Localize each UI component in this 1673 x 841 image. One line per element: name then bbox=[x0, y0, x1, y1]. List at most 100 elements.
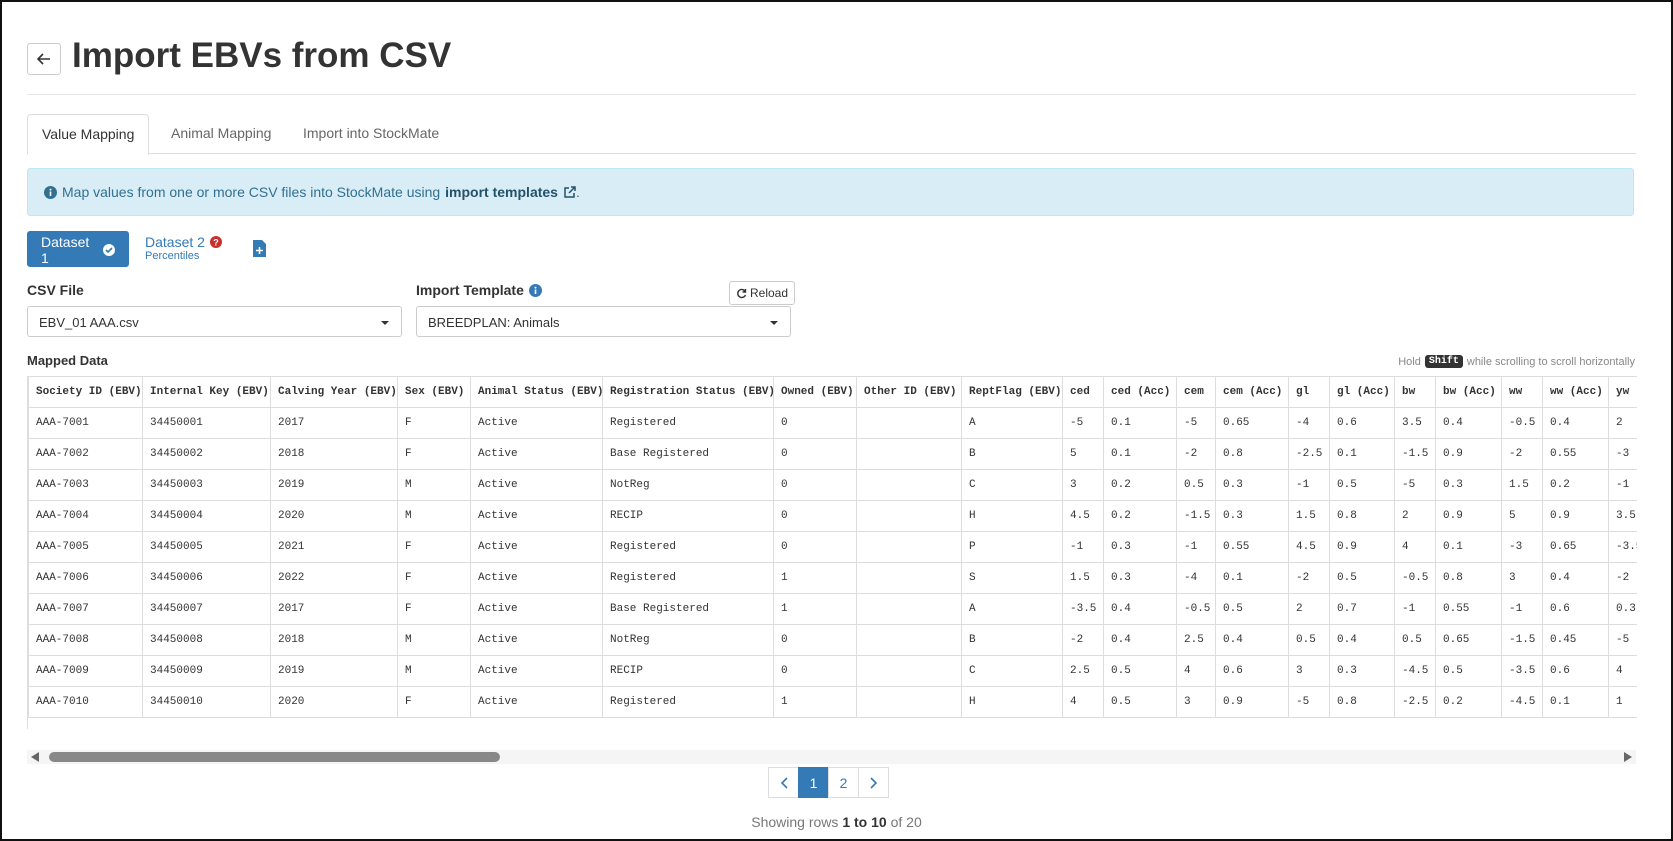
table-cell: 0.1 bbox=[1103, 407, 1177, 439]
status-total: 20 bbox=[906, 814, 922, 830]
table-row: AAA-7005 34450005 2021 F Active Registered 0 P -… bbox=[28, 531, 1637, 563]
page-button[interactable]: 2 bbox=[828, 767, 859, 798]
table-cell: 0 bbox=[773, 469, 857, 501]
table-cell: Base Registered bbox=[602, 438, 774, 470]
table-cell: F bbox=[397, 438, 471, 470]
table-cell: 2020 bbox=[270, 500, 398, 532]
table-cell: M bbox=[397, 469, 471, 501]
column-header: Animal Status (EBV) bbox=[470, 376, 603, 408]
table-cell: 3 bbox=[1501, 562, 1543, 594]
pagination: 1 2 bbox=[768, 767, 889, 798]
table-cell: 1 bbox=[773, 593, 857, 625]
back-button[interactable] bbox=[27, 43, 61, 75]
table-cell: 34450002 bbox=[142, 438, 271, 470]
column-header: Other ID (EBV) bbox=[856, 376, 962, 408]
column-header: Owned (EBV) bbox=[773, 376, 857, 408]
dataset-name: Dataset 1 bbox=[41, 234, 90, 266]
info-icon bbox=[528, 283, 542, 297]
table-cell: M bbox=[397, 624, 471, 656]
table-cell: AAA-7009 bbox=[28, 655, 143, 687]
csv-file-select[interactable]: EBV_01 AAA.csv bbox=[27, 306, 402, 337]
next-page[interactable] bbox=[858, 767, 889, 798]
table-cell: 2.5 bbox=[1176, 624, 1216, 656]
table-cell: -2 bbox=[1062, 624, 1104, 656]
table-cell: 1 bbox=[773, 562, 857, 594]
info-text: Map values from one or more CSV files in… bbox=[62, 184, 441, 200]
table-cell bbox=[856, 624, 962, 656]
column-header: ww (Acc) bbox=[1542, 376, 1609, 408]
dataset-pill[interactable]: Dataset 2? Percentiles bbox=[131, 231, 236, 267]
table-cell: 0.5 bbox=[1329, 562, 1395, 594]
back-icon bbox=[37, 53, 50, 65]
table-cell: -4 bbox=[1176, 562, 1216, 594]
scroll-right[interactable] bbox=[1624, 752, 1632, 762]
table-cell: AAA-7001 bbox=[28, 407, 143, 439]
table-cell: S bbox=[961, 562, 1063, 594]
table-cell: 0.3 bbox=[1435, 469, 1502, 501]
column-header: ced bbox=[1062, 376, 1104, 408]
tab[interactable]: Value Mapping bbox=[27, 114, 150, 155]
table-cell bbox=[856, 531, 962, 563]
column-header: Registration Status (EBV) bbox=[602, 376, 774, 408]
reload-icon bbox=[737, 288, 747, 298]
scroll-hint: Hold Shift while scrolling to scroll horiz… bbox=[1398, 355, 1635, 368]
data-table: Society ID (EBV) Internal Key (EBV) Calvin… bbox=[28, 376, 1637, 718]
dataset-pill[interactable]: Dataset 1 Animals bbox=[27, 231, 129, 278]
section-title: Mapped Data bbox=[27, 353, 108, 368]
table-cell: 0.6 bbox=[1542, 655, 1609, 687]
table-cell: 0.5 bbox=[1103, 655, 1177, 687]
table-cell: 0.5 bbox=[1435, 655, 1502, 687]
dataset-sub: Animals bbox=[41, 266, 81, 278]
tab[interactable]: Animal Mapping bbox=[171, 125, 272, 141]
tab[interactable]: Import into StockMate bbox=[303, 125, 440, 141]
table-cell: 0 bbox=[773, 407, 857, 439]
table-cell: -2.5 bbox=[1394, 686, 1436, 718]
table-row: AAA-7006 34450006 2022 F Active Registered 1 S 1… bbox=[28, 562, 1637, 594]
scroll-left[interactable] bbox=[31, 752, 39, 762]
table-cell: Active bbox=[470, 562, 603, 594]
scrollbar bbox=[27, 750, 1636, 764]
table-cell: Active bbox=[470, 624, 603, 656]
column-header: bw bbox=[1394, 376, 1436, 408]
reload-button[interactable]: Reload bbox=[729, 281, 796, 305]
table-row: AAA-7003 34450003 2019 M Active NotReg 0 C 3 0.2 0… bbox=[28, 469, 1637, 501]
table-cell: 0.4 bbox=[1103, 593, 1177, 625]
column-header: ced (Acc) bbox=[1103, 376, 1177, 408]
page-button[interactable]: 1 bbox=[798, 767, 829, 798]
table-row: AAA-7009 34450009 2019 M Active RECIP 0 C 2.5 0.5… bbox=[28, 655, 1637, 687]
info-link[interactable]: import templates bbox=[445, 184, 558, 200]
template-select[interactable]: BREEDPLAN: Animals bbox=[416, 306, 791, 337]
hint-key: Shift bbox=[1424, 355, 1463, 368]
table-cell: RECIP bbox=[602, 655, 774, 687]
table-cell: 0 bbox=[773, 531, 857, 563]
table-cell: AAA-7008 bbox=[28, 624, 143, 656]
table-cell: 2018 bbox=[270, 624, 398, 656]
column-header: Internal Key (EBV) bbox=[142, 376, 271, 408]
prev-page[interactable] bbox=[768, 767, 799, 798]
table-cell: Active bbox=[470, 407, 603, 439]
table-cell: F bbox=[397, 593, 471, 625]
table-cell: -0.5 bbox=[1176, 593, 1216, 625]
table-cell: 0.65 bbox=[1435, 624, 1502, 656]
table-cell: H bbox=[961, 686, 1063, 718]
status-from: 1 bbox=[842, 814, 851, 830]
table-cell: 0.5 bbox=[1394, 624, 1436, 656]
table-cell: 0.3 bbox=[1329, 655, 1395, 687]
scroll-thumb[interactable] bbox=[49, 752, 500, 762]
table-cell: 0.1 bbox=[1215, 562, 1289, 594]
table-head: Society ID (EBV) Internal Key (EBV) Calvin… bbox=[28, 376, 1637, 408]
table-cell: NotReg bbox=[602, 469, 774, 501]
table-cell: 0.8 bbox=[1329, 500, 1395, 532]
table-row: AAA-7004 34450004 2020 M Active RECIP 0 H 4.5 0.2… bbox=[28, 500, 1637, 532]
table-cell bbox=[856, 562, 962, 594]
table-cell: Active bbox=[470, 500, 603, 532]
table-cell: -2 bbox=[1288, 562, 1330, 594]
add-file-button[interactable] bbox=[253, 240, 266, 257]
table-cell: 0.55 bbox=[1435, 593, 1502, 625]
table-cell: 0.9 bbox=[1215, 686, 1289, 718]
table-cell: A bbox=[961, 593, 1063, 625]
table-cell: -1 bbox=[1288, 469, 1330, 501]
table-cell: 0.9 bbox=[1329, 531, 1395, 563]
